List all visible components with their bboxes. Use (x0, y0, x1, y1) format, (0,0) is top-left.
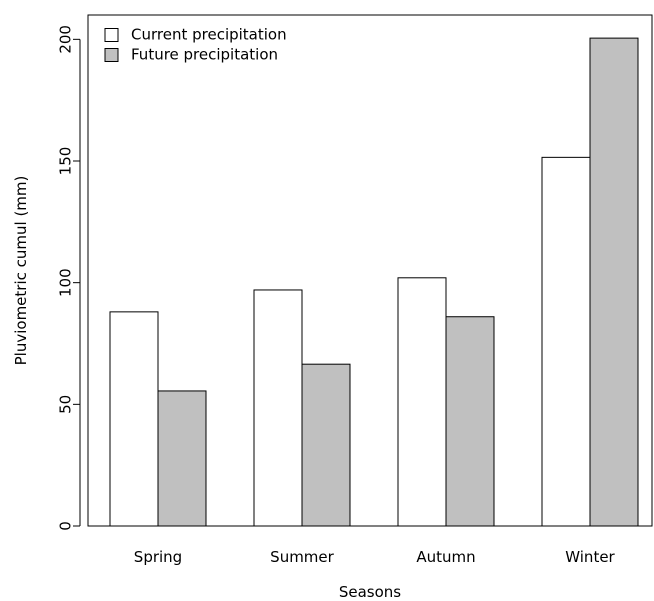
x-tick-label-autumn: Autumn (416, 548, 475, 566)
x-axis-title: Seasons (339, 583, 401, 601)
x-tick-label-summer: Summer (270, 548, 334, 566)
bar-autumn-future (445, 316, 495, 527)
plot-frame (87, 14, 653, 527)
bar-summer-future (301, 363, 351, 527)
bar-summer-current (253, 289, 303, 527)
y-axis: 0 50 100 150 200 (57, 25, 81, 531)
y-tick-label: 200 (57, 25, 75, 54)
legend-label-current: Current precipitation (131, 26, 287, 44)
y-tick-label: 50 (57, 395, 75, 414)
y-tick-label: 0 (57, 521, 75, 531)
legend-swatch-current (104, 28, 119, 42)
x-axis: Spring Summer Autumn Winter (134, 548, 616, 566)
bar-spring-current (109, 311, 159, 527)
bar-spring-future (157, 390, 207, 527)
y-tick-label: 150 (57, 147, 75, 176)
bar-winter-future (589, 37, 639, 527)
bar-winter-current (541, 156, 591, 527)
y-axis-title: Pluviometric cumul (mm) (12, 176, 30, 366)
y-tick-label: 100 (57, 268, 75, 297)
bar-autumn-current (397, 277, 447, 527)
x-tick-label-spring: Spring (134, 548, 182, 566)
bars-group (109, 37, 639, 527)
legend-swatch-future (104, 48, 119, 62)
legend: Current precipitation Future precipitati… (104, 26, 287, 64)
x-tick-label-winter: Winter (565, 548, 615, 566)
legend-label-future: Future precipitation (131, 46, 278, 64)
